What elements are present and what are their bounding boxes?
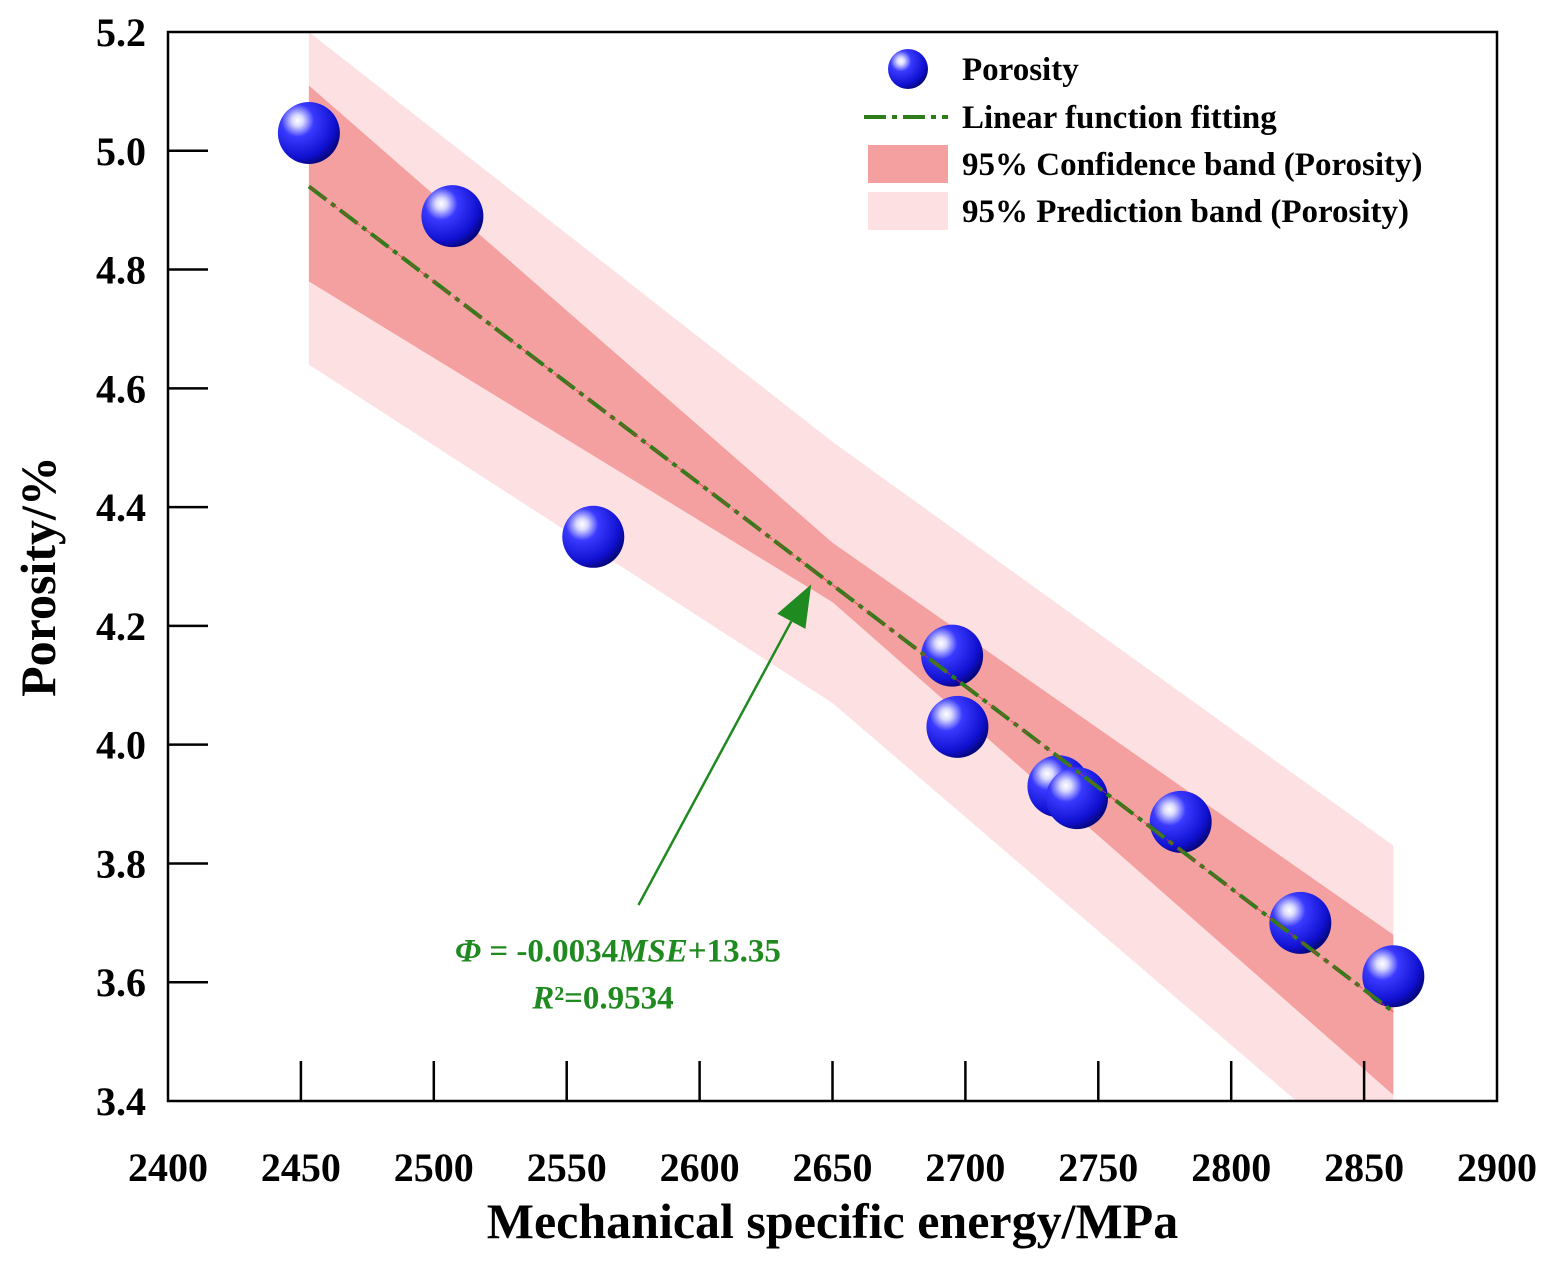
data-point-8 — [1149, 790, 1212, 853]
confidence-band-area — [308, 85, 1394, 1096]
legend-label: Porosity — [962, 52, 1079, 88]
y-tick-label: 4.4 — [96, 485, 146, 530]
legend-item-confidence: 95% Confidence band (Porosity) — [868, 145, 1423, 183]
equation-annotation: Φ = -0.0034MSE+13.35 R²=0.9534 — [455, 584, 812, 1017]
x-tick-label: 2600 — [660, 1145, 740, 1190]
legend-swatch — [868, 145, 948, 183]
x-tick-label: 2450 — [261, 1145, 341, 1190]
data-point-2 — [421, 185, 484, 248]
y-tick-label: 4.8 — [96, 248, 146, 293]
data-point-9 — [1269, 891, 1332, 954]
r-squared-text: R²=0.9534 — [531, 981, 673, 1017]
eq-phi: Φ — [455, 934, 481, 970]
eq-intercept: +13.35 — [688, 934, 781, 970]
x-tick-label: 2700 — [925, 1145, 1005, 1190]
y-tick-label: 5.2 — [96, 10, 146, 55]
legend: Porosity Linear function fitting 95% Confi… — [864, 49, 1423, 230]
equation-text: Φ = -0.0034MSE+13.35 — [455, 934, 781, 970]
eq-slope: = -0.0034 — [481, 934, 618, 970]
x-tick-label: 2900 — [1457, 1145, 1537, 1190]
x-tick-label: 2400 — [128, 1145, 208, 1190]
legend-label: 95% Confidence band (Porosity) — [962, 147, 1423, 183]
legend-item-porosity: Porosity — [888, 49, 1079, 89]
y-tick-label: 4.0 — [96, 723, 146, 768]
x-axis: 2400 2450 2500 2550 2600 2650 2700 2750 2800 2850… — [128, 1061, 1537, 1190]
data-point-1 — [277, 101, 340, 164]
data-point-4 — [921, 624, 984, 687]
x-axis-title: Mechanical specific energy/MPa — [487, 1193, 1178, 1249]
y-axis-title: Porosity/% — [10, 456, 66, 697]
x-tick-label: 2500 — [394, 1145, 474, 1190]
r2-value: ²=0.9534 — [554, 981, 673, 1017]
x-tick-label: 2750 — [1058, 1145, 1138, 1190]
y-tick-label: 5.0 — [96, 129, 146, 174]
y-tick-label: 3.6 — [96, 960, 146, 1005]
x-tick-label: 2850 — [1324, 1145, 1404, 1190]
y-axis: 3.4 3.6 3.8 4.0 4.2 4.4 4.6 4.8 5.0 5.2 — [96, 10, 208, 1124]
y-tick-label: 4.6 — [96, 366, 146, 411]
x-tick-label: 2800 — [1191, 1145, 1271, 1190]
eq-mse: MSE — [617, 934, 688, 970]
data-point-5 — [926, 695, 989, 758]
data-point-7 — [1046, 767, 1109, 830]
legend-swatch — [868, 192, 948, 230]
r2-r: R — [531, 981, 554, 1017]
y-tick-label: 3.4 — [96, 1079, 146, 1124]
arrow-shaft — [637, 620, 793, 906]
x-tick-label: 2650 — [793, 1145, 873, 1190]
x-tick-label: 2550 — [527, 1145, 607, 1190]
y-tick-label: 4.2 — [96, 604, 146, 649]
legend-item-prediction: 95% Prediction band (Porosity) — [868, 192, 1409, 230]
data-point-3 — [562, 505, 625, 568]
confidence-band — [308, 85, 1394, 1096]
legend-label: Linear function fitting — [962, 100, 1277, 136]
legend-item-fit: Linear function fitting — [864, 100, 1277, 136]
arrow-head — [777, 584, 812, 629]
legend-ball-icon — [888, 49, 928, 89]
legend-label: 95% Prediction band (Porosity) — [962, 194, 1409, 230]
fit-line — [307, 184, 1395, 1014]
linear-fit-core — [308, 186, 1394, 1013]
y-tick-label: 3.8 — [96, 841, 146, 886]
data-point-10 — [1362, 945, 1425, 1008]
